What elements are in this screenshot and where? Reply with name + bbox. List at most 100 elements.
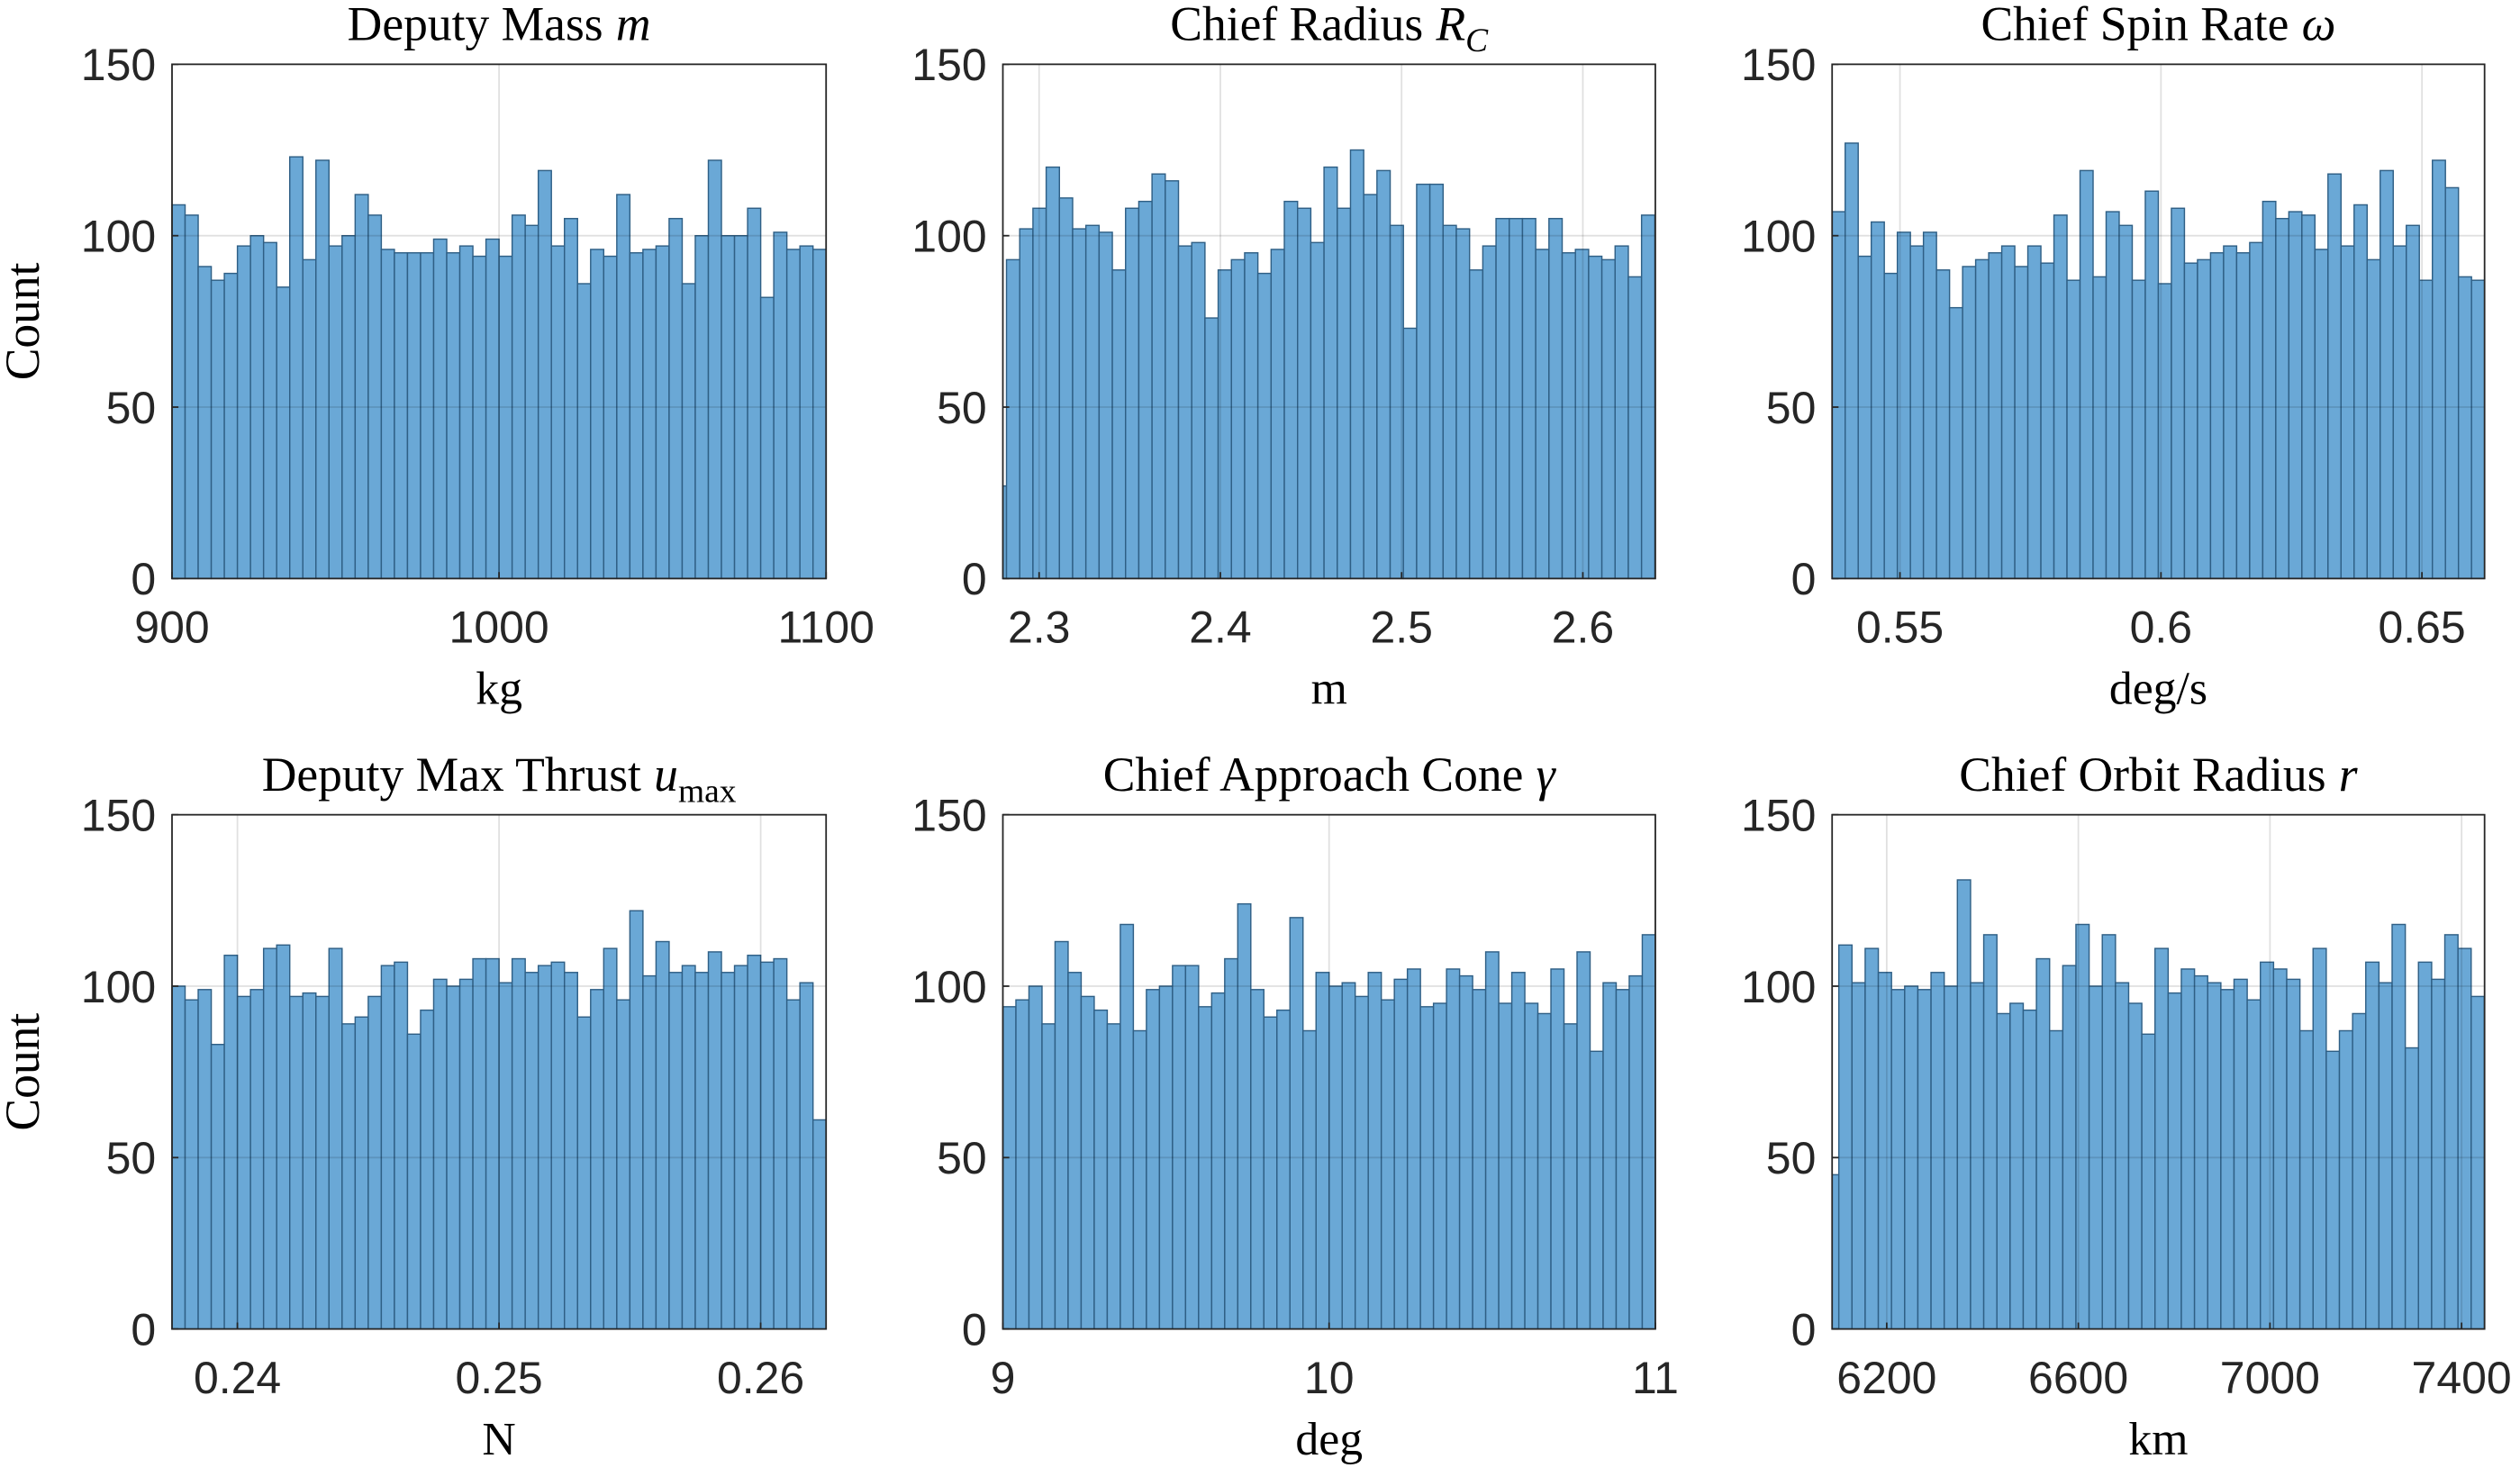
y-tick-label: 50 [937,383,987,433]
bar [2431,978,2446,1330]
bar [773,957,788,1330]
bar [2233,978,2248,1330]
bar [485,957,500,1330]
bar [2417,961,2433,1330]
y-tick-label: 50 [106,1133,157,1183]
bar [472,255,487,580]
y-tick-label: 150 [911,791,986,841]
bar [2209,252,2225,580]
bar [1230,258,1246,580]
bar [2275,217,2290,580]
bar [432,978,448,1330]
bar [1349,149,1364,580]
bar [262,241,277,580]
bar [2193,974,2208,1330]
y-tick-label: 100 [81,962,156,1012]
bar [406,252,422,580]
bar [1602,982,1618,1330]
x-axis-label: deg [1295,1414,1363,1465]
bar [1224,957,1239,1330]
x-tick-label: 6600 [2028,1353,2128,1403]
bar [276,286,291,580]
bar [2180,968,2196,1330]
x-tick-label: 0.24 [194,1353,281,1403]
bar [1510,972,1526,1330]
title-text: Chief Approach Cone [1103,748,1524,802]
bar [1472,989,1487,1330]
bar [1982,934,1998,1330]
bar [1138,200,1153,580]
bar [289,156,304,580]
bar [249,989,265,1330]
panel-title: Deputy Max Thrust umax [262,748,737,810]
bar [2066,279,2081,580]
axes: 0.55 0.6 0.65 0 50 100 150 Chief Spin Rate ω deg/… [1741,0,2486,715]
bar [2312,947,2327,1330]
bar [1151,173,1166,580]
bar [1495,217,1510,580]
bar [590,249,605,580]
bar [1524,1002,1539,1330]
bar [2262,200,2277,580]
bar [2000,245,2016,580]
bar [785,999,801,1330]
bar [498,255,513,580]
bar [420,252,435,580]
bar [2101,934,2117,1330]
bar [1184,965,1200,1330]
bar [328,947,343,1330]
bar [2246,999,2262,1330]
bar [1337,207,1352,580]
bar [485,238,500,580]
bar [2207,982,2222,1330]
bar [642,249,657,580]
bar [2338,1029,2353,1330]
bar [2443,934,2459,1330]
bar [799,982,814,1330]
bar [733,965,748,1330]
bar [1509,217,1524,580]
y-tick-label: 0 [1791,554,1817,604]
bar [629,910,644,1330]
x-tick-label: 0.55 [1856,603,1944,653]
bar [1845,142,1859,580]
bar [1119,923,1135,1330]
bar [1367,972,1382,1330]
bar [2379,169,2394,580]
bar [707,159,722,580]
bar [2404,1047,2419,1330]
bar [1588,255,1603,580]
panel-title: Chief Orbit Radius r [1959,748,2358,802]
y-tick-label: 100 [81,212,156,262]
bar [367,214,383,580]
bar [2249,241,2264,580]
bar [1416,183,1431,580]
bar [2470,995,2486,1330]
bar [223,955,239,1330]
bar [2026,245,2042,580]
y-tick-label: 150 [1741,40,1816,90]
title-symbol: m [616,0,651,51]
bar [2327,173,2343,580]
x-axis-label: deg/s [2109,664,2207,715]
bar [210,279,225,580]
y-tick-label: 150 [911,40,986,90]
bar [1045,166,1061,580]
bar [785,249,801,580]
bar [315,159,331,580]
bar [1974,258,1990,580]
bar [2457,276,2472,580]
bar [2470,279,2486,580]
bar [2141,1033,2156,1330]
bar [1283,200,1299,580]
axes-box [1002,813,1656,1330]
bar [1237,902,1252,1330]
bar [1909,245,1925,580]
bar [446,252,461,580]
bar [302,258,317,580]
y-tick-label: 100 [1741,962,1816,1012]
bar [1310,241,1325,580]
bar [1877,972,1892,1330]
bar [2014,266,2029,580]
panel-title: Chief Spin Rate ω [1981,0,2335,51]
